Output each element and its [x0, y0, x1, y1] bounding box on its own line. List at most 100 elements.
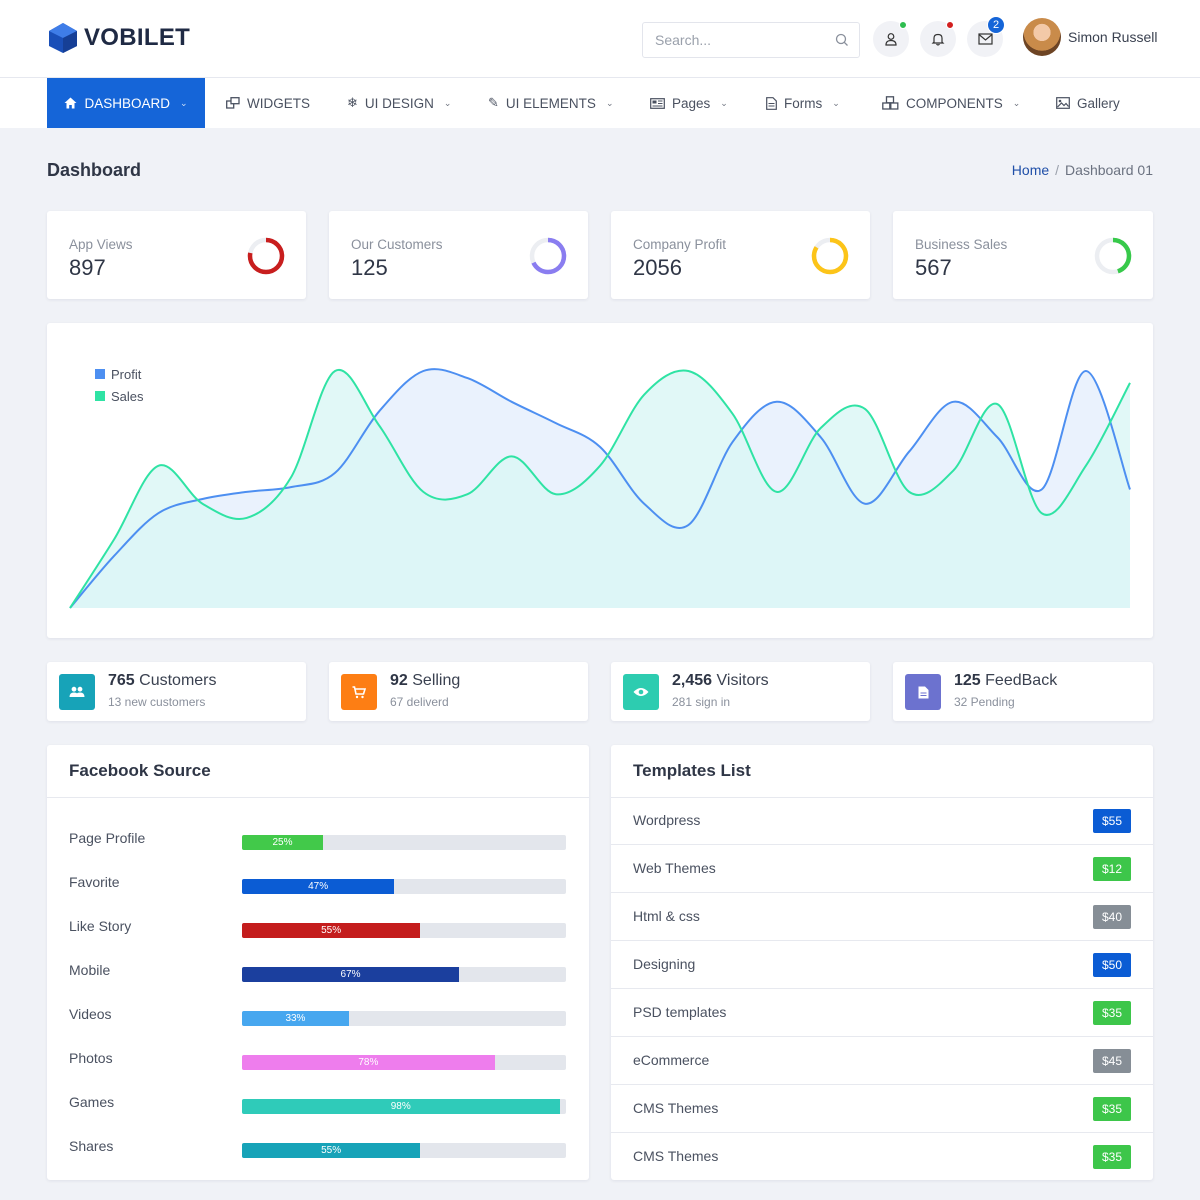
table-row[interactable]: CMS Themes $35	[611, 1085, 1153, 1133]
info-card-feedback: 125 FeedBack 32 Pending	[893, 662, 1153, 721]
progress-fill: 33%	[242, 1011, 349, 1026]
price-badge: $45	[1092, 1049, 1131, 1073]
info-card-selling: 92 Selling 67 deliverd	[329, 662, 588, 721]
progress-fill: 47%	[242, 879, 395, 894]
nav-item-forms[interactable]: Forms ⌄	[766, 78, 840, 128]
stat-card-business-sales: Business Sales 567	[893, 211, 1153, 299]
table-row[interactable]: eCommerce $45	[611, 1037, 1153, 1085]
page-title: Dashboard	[47, 160, 142, 180]
table-row[interactable]: Web Themes $12	[611, 845, 1153, 893]
stat-label: Our Customers	[351, 237, 443, 252]
chevron-down-icon: ⌄	[179, 97, 188, 108]
table-row[interactable]: Html & css $40	[611, 893, 1153, 941]
progress-label: Like Story	[69, 918, 132, 934]
nav-item-pages[interactable]: Pages ⌄	[650, 78, 728, 128]
nav-label-components: COMPONENTS	[906, 95, 1003, 111]
nav-item-gallery[interactable]: Gallery	[1056, 78, 1120, 128]
profile-button[interactable]	[873, 21, 909, 57]
eye-icon	[623, 674, 659, 710]
list-item: Favorite 47%	[69, 874, 567, 894]
brand-logo[interactable]: VOBILET	[48, 22, 190, 54]
progress-track: 55%	[242, 923, 566, 938]
table-row[interactable]: PSD templates $35	[611, 989, 1153, 1037]
widgets-icon	[226, 97, 240, 109]
mail-icon	[977, 33, 993, 45]
stat-value: 2056	[633, 255, 682, 280]
info-subtitle: 13 new customers	[108, 695, 206, 709]
nav-label-dashboard: DASHBOARD	[84, 95, 170, 111]
divider	[47, 797, 589, 798]
progress-label: Mobile	[69, 962, 111, 978]
progress-text: 47%	[308, 881, 329, 892]
breadcrumb-current: Dashboard 01	[1065, 162, 1153, 178]
info-title: 125 FeedBack	[954, 672, 1057, 690]
legend-label: Sales	[111, 388, 144, 404]
breadcrumb: Home / Dashboard 01	[1012, 162, 1153, 178]
profit-sales-chart-card: Profit Sales	[47, 323, 1153, 638]
progress-label: Shares	[69, 1138, 114, 1154]
series-line-sales[interactable]	[69, 368, 1131, 609]
series-line-profit[interactable]	[69, 368, 1131, 609]
cubes-icon	[882, 96, 899, 110]
stat-value: 897	[69, 255, 106, 280]
info-label: FeedBack	[985, 672, 1058, 689]
divider	[611, 797, 1153, 798]
price-badge: $35	[1092, 1145, 1131, 1169]
search-icon[interactable]	[835, 33, 849, 47]
stat-label: App Views	[69, 237, 133, 252]
list-item: Photos 78%	[69, 1050, 567, 1070]
list-item: Videos 33%	[69, 1006, 567, 1026]
chevron-down-icon: ⌄	[832, 97, 840, 108]
table-row[interactable]: CMS Themes $35	[611, 1133, 1153, 1181]
progress-text: 33%	[285, 1013, 306, 1024]
chart-legend: Profit Sales	[95, 363, 144, 407]
nav-label-ui-elements: UI ELEMENTS	[505, 95, 596, 111]
legend-item-sales[interactable]: Sales	[95, 385, 144, 407]
search-input[interactable]	[643, 23, 823, 57]
nav-item-widgets[interactable]: WIDGETS	[226, 78, 310, 128]
progress-text: 55%	[321, 1145, 342, 1156]
stat-label: Business Sales	[915, 237, 1008, 252]
notification-dot	[946, 21, 954, 29]
info-card-customers: 765 Customers 13 new customers	[47, 662, 306, 721]
info-label: Visitors	[716, 672, 769, 689]
price-badge: $50	[1092, 953, 1131, 977]
progress-fill: 98%	[242, 1099, 560, 1114]
legend-item-profit[interactable]: Profit	[95, 363, 144, 385]
notifications-button[interactable]	[920, 21, 956, 57]
area-chart	[69, 368, 1131, 609]
table-row[interactable]: Designing $50	[611, 941, 1153, 989]
info-number: 92	[390, 672, 408, 689]
nav-label-ui-design: UI DESIGN	[364, 95, 434, 111]
info-label: Customers	[139, 672, 217, 689]
avatar[interactable]	[1023, 18, 1061, 56]
nav-item-components[interactable]: COMPONENTS ⌄	[882, 78, 1020, 128]
chevron-down-icon: ⌄	[1012, 97, 1021, 108]
nav-item-ui-elements[interactable]: ✎ UI ELEMENTS ⌄	[488, 78, 613, 128]
progress-label: Videos	[69, 1006, 112, 1022]
progress-text: 78%	[358, 1057, 379, 1068]
progress-fill: 78%	[242, 1055, 495, 1070]
user-name[interactable]: Simon Russell	[1068, 29, 1158, 45]
stat-card-customers: Our Customers 125	[329, 211, 588, 299]
nav-item-dashboard[interactable]: DASHBOARD ⌄	[47, 78, 205, 128]
template-name: PSD templates	[633, 1004, 727, 1020]
info-label: Selling	[412, 672, 461, 689]
template-name: Designing	[633, 956, 696, 972]
info-subtitle: 281 sign in	[672, 695, 731, 709]
info-subtitle: 67 deliverd	[390, 695, 449, 709]
nav-item-ui-design[interactable]: ❄ UI DESIGN ⌄	[347, 78, 451, 128]
facebook-source-panel: Facebook Source Page Profile 25% Favorite 4…	[47, 745, 589, 1180]
progress-track: 98%	[242, 1099, 566, 1114]
document-icon	[905, 674, 941, 710]
legend-label: Profit	[111, 366, 142, 382]
progress-track: 78%	[242, 1055, 566, 1070]
table-row[interactable]: Wordpress $55	[611, 797, 1153, 845]
nav-label-widgets: WIDGETS	[247, 95, 310, 111]
breadcrumb-home-link[interactable]: Home	[1011, 162, 1050, 178]
progress-label: Favorite	[69, 874, 120, 890]
messages-button[interactable]: 2	[967, 16, 1005, 57]
breadcrumb-separator: /	[1055, 162, 1060, 178]
list-item: Page Profile 25%	[69, 830, 567, 850]
stat-value: 567	[915, 255, 952, 280]
